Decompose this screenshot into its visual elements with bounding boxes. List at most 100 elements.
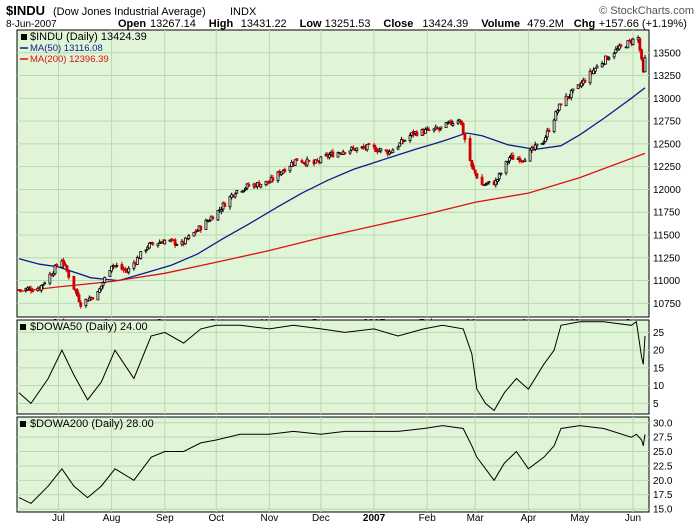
candlestick [494, 177, 498, 188]
y-tick-label: 15.0 [653, 505, 673, 516]
candlestick [446, 121, 450, 125]
y-tick-label: 15 [653, 363, 665, 374]
candlestick [508, 155, 511, 164]
candlestick [288, 165, 292, 174]
candlestick [199, 225, 203, 233]
candlestick [204, 218, 208, 230]
y-tick-label: 25.0 [653, 447, 673, 458]
candlestick [424, 127, 427, 134]
quote-value: 13251.53 [325, 18, 371, 30]
candlestick [614, 46, 618, 54]
quote-line: Open 13267.14 High 13431.22 Low 13251.53 Close… [118, 18, 687, 30]
candlestick [571, 88, 575, 94]
y-tick-label: 12500 [653, 139, 681, 150]
candlestick [372, 142, 376, 150]
candlestick [228, 195, 232, 210]
candlestick [460, 120, 463, 126]
y-tick-label: 20.0 [653, 476, 673, 487]
candlestick [552, 118, 556, 134]
candlestick [463, 132, 467, 143]
candlestick [175, 243, 179, 246]
candlestick [391, 148, 395, 153]
quote-date: 8-Jun-2007 [6, 19, 57, 30]
candlestick [559, 103, 563, 106]
x-tick-label: 2007 [363, 513, 386, 524]
candlestick [449, 118, 453, 126]
candlestick [348, 150, 352, 155]
legend-entry: MA(200) 12396.39 [30, 54, 109, 65]
candlestick [55, 263, 59, 268]
candlestick [569, 89, 573, 101]
candlestick [271, 174, 275, 183]
candlestick [408, 133, 412, 143]
y-tick-label: 11000 [653, 276, 681, 287]
y-tick-label: 17.5 [653, 490, 673, 501]
candlestick [305, 156, 309, 168]
candlestick [127, 265, 131, 275]
candlestick [27, 285, 31, 291]
candlestick [276, 170, 280, 184]
y-tick-label: 12750 [653, 117, 681, 128]
candlestick [595, 64, 599, 69]
candlestick [484, 182, 487, 186]
candlestick [115, 262, 119, 268]
candlestick [103, 276, 107, 284]
series-line-dowa200 [18, 425, 646, 505]
y-tick-label: 25 [653, 328, 665, 339]
candlestick [110, 265, 114, 273]
y-tick-label: 12250 [653, 162, 681, 173]
candlestick [470, 159, 474, 170]
legend-marker [20, 324, 26, 330]
candlestick [75, 288, 79, 298]
candlestick [544, 135, 547, 143]
candlestick [444, 122, 448, 129]
quote-value: 13431.22 [241, 18, 287, 30]
y-tick-label: 11250 [653, 253, 681, 264]
x-tick-label: Jul [52, 513, 65, 524]
candlestick [499, 172, 503, 176]
candlestick [379, 148, 383, 154]
candlestick [432, 128, 436, 133]
candlestick [319, 155, 323, 164]
quote-label: High [209, 18, 234, 30]
y-tick-label: 27.5 [653, 433, 673, 444]
candlestick [456, 118, 460, 126]
y-tick-label: 13500 [653, 48, 681, 59]
candlestick [439, 126, 443, 132]
candlestick [168, 239, 172, 243]
candlestick [523, 157, 527, 162]
candlestick [147, 242, 151, 250]
candlestick [144, 249, 148, 254]
candlestick [367, 142, 371, 145]
quote-value: 13267.14 [150, 18, 196, 30]
candlestick [480, 173, 484, 186]
candlestick [583, 77, 587, 83]
candlestick [540, 142, 544, 145]
candlestick [84, 298, 88, 309]
candlestick [580, 80, 583, 89]
candlestick [77, 292, 81, 303]
symbol-name: (Dow Jones Industrial Average) [53, 6, 206, 18]
candlestick [187, 234, 191, 241]
candlestick [51, 271, 55, 278]
legend-entry: $DOWA50 (Daily) 24.00 [30, 321, 148, 333]
candlestick [631, 37, 635, 46]
chart-header: $INDU (Dow Jones Industrial Average) IND… [6, 3, 694, 30]
candlestick [557, 103, 561, 112]
candlestick [259, 183, 263, 189]
x-tick-label: Jun [625, 513, 641, 524]
candlestick [436, 126, 439, 130]
candlestick [79, 300, 83, 309]
candlestick [283, 167, 287, 173]
panel-price: 10750 11000 11250 11500 11750 12000 12250 12500… [16, 29, 681, 329]
candlestick [643, 54, 647, 73]
candlestick [39, 284, 43, 293]
candlestick [396, 145, 400, 151]
x-tick-label: May [570, 513, 589, 524]
quote-label: Low [300, 18, 322, 30]
candlestick [108, 270, 112, 277]
candlestick [475, 172, 479, 180]
candlestick [67, 269, 71, 280]
quote-label: Close [383, 18, 413, 30]
x-tick-label: Sep [156, 513, 174, 524]
